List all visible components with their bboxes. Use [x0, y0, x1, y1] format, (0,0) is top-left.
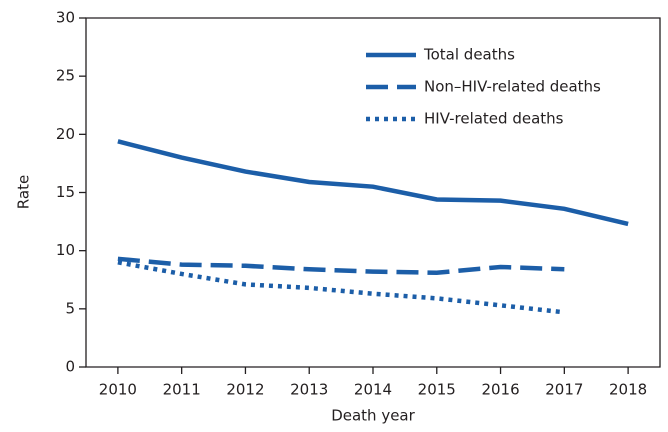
- x-tick-label: 2017: [545, 381, 583, 399]
- series-line: [117, 139, 629, 227]
- series-line: [117, 260, 565, 315]
- axes-frame: [85, 17, 661, 368]
- y-tick-label: 10: [56, 241, 75, 259]
- x-tick-label: 2015: [418, 381, 456, 399]
- legend-label: Total deaths: [423, 46, 515, 64]
- y-axis-label: Rate: [15, 175, 33, 209]
- y-tick-label: 20: [56, 125, 75, 143]
- x-tick-label: 2014: [354, 381, 392, 399]
- y-tick-label: 30: [56, 9, 75, 27]
- x-tick-label: 2012: [226, 381, 264, 399]
- legend-label: HIV-related deaths: [424, 110, 564, 128]
- series-line: [117, 256, 565, 276]
- x-tick-label: 2018: [609, 381, 647, 399]
- y-tick-label: 5: [65, 299, 75, 317]
- x-axis-label: Death year: [331, 407, 415, 425]
- y-tick-label: 25: [56, 67, 75, 85]
- x-tick-label: 2013: [290, 381, 328, 399]
- legend-label: Non–HIV-related deaths: [424, 78, 601, 96]
- y-tick-label: 15: [56, 183, 75, 201]
- y-tick-label: 0: [65, 358, 75, 376]
- x-tick-label: 2016: [481, 381, 519, 399]
- x-tick-label: 2011: [163, 381, 201, 399]
- x-tick-label: 2010: [99, 381, 137, 399]
